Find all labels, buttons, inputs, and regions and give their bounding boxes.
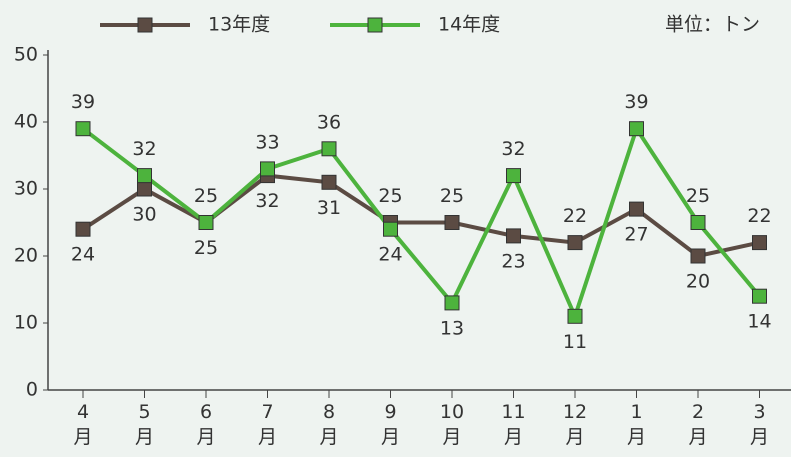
series-line [81, 124, 762, 322]
data-point [198, 215, 214, 230]
legend-marker [137, 17, 153, 33]
y-tick-label: 20 [14, 245, 38, 267]
data-label: 22 [563, 205, 587, 227]
data-point [75, 221, 91, 237]
legend-label: 14年度 [438, 14, 500, 36]
data-label: 13 [440, 317, 464, 339]
x-tick-label: 9 月 [380, 401, 400, 448]
data-label: 39 [624, 91, 648, 113]
data-point [137, 168, 152, 184]
x-tick-label: 6 月 [196, 401, 216, 448]
data-point [567, 235, 583, 251]
data-label: 25 [686, 185, 710, 207]
data-label: 25 [440, 185, 464, 207]
x-tick-label: 8 月 [319, 401, 339, 448]
data-point [321, 141, 337, 157]
x-tick-label: 2 月 [688, 401, 708, 448]
data-label: 14 [747, 311, 771, 333]
legend-label: 13年度 [208, 14, 270, 36]
data-point [629, 201, 644, 217]
y-tick-label: 0 [26, 379, 38, 401]
data-label: 25 [194, 237, 218, 259]
y-tick-label: 50 [14, 44, 38, 66]
data-point [383, 221, 398, 237]
y-tick-label: 30 [14, 178, 38, 200]
data-label: 27 [624, 224, 648, 246]
data-label: 11 [563, 331, 587, 353]
data-point [506, 228, 521, 244]
data-label: 39 [71, 91, 95, 113]
data-point [260, 161, 275, 177]
data-point [752, 288, 767, 304]
data-label: 20 [686, 271, 710, 293]
data-label: 30 [132, 204, 156, 226]
data-label: 32 [255, 190, 279, 212]
data-label: 23 [501, 250, 525, 272]
data-label: 32 [132, 138, 156, 160]
data-label: 31 [317, 197, 341, 219]
x-tick-label: 5 月 [134, 401, 154, 448]
data-point [444, 215, 460, 230]
y-tick-label: 10 [14, 312, 38, 334]
data-point [506, 168, 521, 184]
data-point [567, 308, 583, 324]
x-tick-label: 7 月 [257, 401, 277, 448]
x-tick-label: 3 月 [749, 401, 769, 448]
series-line [81, 173, 760, 259]
data-point [690, 215, 706, 230]
data-label: 24 [378, 244, 402, 266]
data-point [629, 121, 644, 137]
data-point [321, 174, 337, 190]
data-label: 22 [747, 205, 771, 227]
data-point [690, 248, 706, 264]
data-point [752, 235, 767, 251]
data-label: 36 [317, 111, 341, 133]
x-tick-label: 11 月 [501, 401, 526, 448]
legend-marker [367, 17, 383, 33]
data-label: 33 [255, 131, 279, 153]
x-tick-label: 1 月 [626, 401, 646, 448]
data-point [137, 181, 152, 197]
y-tick-label: 40 [14, 111, 38, 133]
data-label: 24 [71, 244, 95, 266]
unit-label: 単位：トン [665, 14, 760, 36]
data-label: 25 [378, 185, 402, 207]
data-label: 32 [501, 138, 525, 160]
x-tick-label: 4 月 [73, 401, 93, 448]
data-label: 25 [194, 185, 218, 207]
x-tick-label: 10 月 [439, 401, 465, 448]
data-point [75, 121, 91, 137]
data-point [444, 295, 460, 311]
x-tick-label: 12 月 [562, 401, 588, 448]
